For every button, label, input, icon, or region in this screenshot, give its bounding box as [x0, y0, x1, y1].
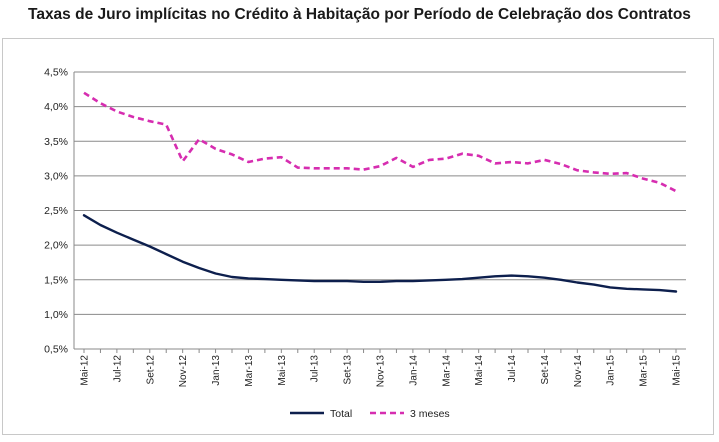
- x-tick-label: Mai-15: [672, 355, 683, 386]
- x-tick-label: Set-12: [145, 355, 156, 385]
- x-tick-label: Jul-12: [112, 355, 123, 383]
- x-tick-label: Mai-13: [277, 355, 288, 386]
- x-tick-label: Jan-15: [606, 355, 617, 386]
- series-line-total: [82, 214, 678, 293]
- y-tick-label: 4,0%: [44, 101, 68, 113]
- x-tick-label: Nov-13: [376, 355, 387, 388]
- y-tick-label: 2,5%: [44, 205, 68, 217]
- x-tick-label: Mai-12: [80, 355, 91, 386]
- x-tick-label: Mar-15: [639, 355, 650, 387]
- legend-label: 3 meses: [410, 408, 450, 420]
- y-tick-label: 0,5%: [44, 344, 68, 356]
- x-tick-label: Jan-13: [211, 355, 222, 386]
- x-tick-label: Jul-14: [507, 355, 518, 383]
- x-tick-label: Set-14: [540, 355, 551, 385]
- y-tick-label: 1,0%: [44, 309, 68, 321]
- y-tick-label: 2,0%: [44, 240, 68, 252]
- x-tick-label: Mar-14: [441, 355, 452, 387]
- series-line-3-meses: [83, 91, 677, 193]
- x-tick-label: Mar-13: [244, 355, 255, 387]
- chart-title: Taxas de Juro implícitas no Crédito à Ha…: [28, 6, 691, 23]
- x-tick-label: Nov-12: [178, 355, 189, 388]
- x-tick-label: Jul-13: [310, 355, 321, 383]
- y-tick-label: 3,0%: [44, 170, 68, 182]
- legend-label: Total: [330, 408, 352, 420]
- x-tick-label: Jan-14: [408, 355, 419, 386]
- y-tick-label: 4,5%: [44, 67, 68, 79]
- y-tick-label: 3,5%: [44, 136, 68, 148]
- x-tick-label: Set-13: [343, 355, 354, 385]
- chart-frame: [2, 38, 714, 435]
- x-tick-label: Mai-14: [474, 355, 485, 386]
- y-tick-label: 1,5%: [44, 274, 68, 286]
- x-tick-label: Nov-14: [573, 355, 584, 388]
